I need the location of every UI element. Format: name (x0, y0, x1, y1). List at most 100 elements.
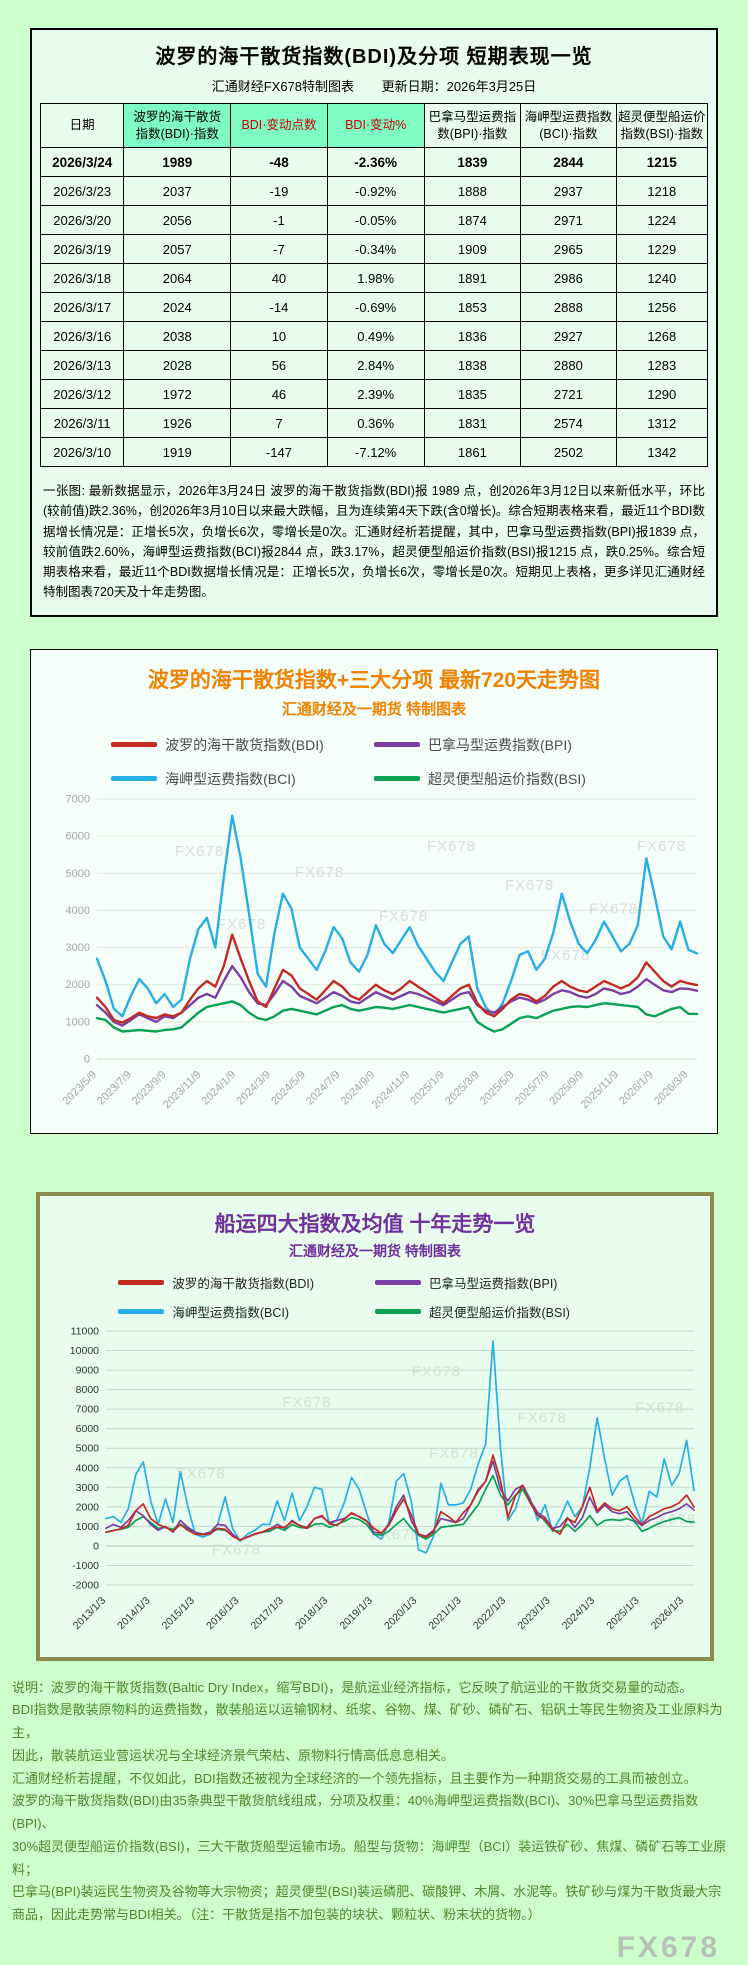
legend-item: 巴拿马型运费指数(BPI) (374, 735, 637, 755)
legend-item: 超灵便型船运价指数(BSI) (374, 769, 637, 789)
col-header: 超灵便型船运价 指数(BSI)·指数 (615, 103, 709, 148)
svg-text:11000: 11000 (71, 1325, 100, 1337)
table-cell: 1.98% (326, 263, 425, 293)
fx678-watermark: FX678 (616, 1930, 720, 1964)
chart-720d-legend: 波罗的海干散货指数(BDI) 巴拿马型运费指数(BPI) 海岬型运费指数(BCI) 超… (111, 735, 637, 789)
table-cell: -0.34% (326, 234, 425, 264)
svg-text:2013/1/3: 2013/1/3 (71, 1594, 108, 1631)
svg-text:2014/1/3: 2014/1/3 (115, 1594, 152, 1631)
table-cell: 1290 (615, 379, 709, 409)
table-cell: 2937 (520, 176, 617, 206)
table-cell: 46 (230, 379, 328, 409)
table-cell: 2026/3/19 (39, 234, 125, 264)
table-cell: -7 (230, 234, 328, 264)
table-cell: 1215 (615, 147, 709, 177)
svg-text:5000: 5000 (76, 1442, 100, 1454)
table-cell: 1229 (615, 234, 709, 264)
svg-text:2025/5/9: 2025/5/9 (478, 1068, 517, 1107)
legend-label: 巴拿马型运费指数(BPI) (428, 736, 572, 753)
table-cell: 2721 (520, 379, 617, 409)
page-title: 波罗的海干散货指数(BDI)及分项 短期表现一览 (155, 46, 593, 68)
svg-text:2026/1/9: 2026/1/9 (617, 1068, 656, 1107)
table-cell: 2028 (123, 350, 232, 380)
svg-text:FX678: FX678 (541, 947, 590, 964)
table-cell: 2026/3/23 (39, 176, 125, 206)
legend-line-icon (374, 1279, 421, 1285)
svg-text:FX678: FX678 (635, 1399, 684, 1416)
svg-text:2025/7/9: 2025/7/9 (513, 1068, 552, 1107)
footer-note-line: 说明：波罗的海干散货指数(Baltic Dry Index，缩写BDI)，是航运… (12, 1679, 693, 1695)
table-cell: 1888 (423, 176, 522, 206)
svg-text:3000: 3000 (66, 942, 90, 954)
table-cell: 2502 (520, 437, 617, 467)
chart-10y-title: 船运四大指数及均值 十年走势一览 (214, 1212, 536, 1236)
col-header: BDI·变动点数 (230, 103, 328, 148)
panel-subtitle: 汇通财经FX678特制图表 更新日期：2026年3月25日 (40, 76, 708, 95)
legend-label: 巴拿马型运费指数(BPI) (428, 1276, 558, 1291)
table-cell: -0.69% (326, 292, 425, 322)
legend-label: 超灵便型船运价指数(BSI) (428, 1305, 570, 1320)
table-cell: 1919 (123, 437, 232, 467)
table-row: 2026/3/10 1919 -147 -7.12% 1861 2502 1342 (39, 437, 709, 467)
table-cell: -14 (230, 292, 328, 322)
table-cell: -147 (230, 437, 328, 467)
table-row: 2026/3/12 1972 46 2.39% 1835 2721 1290 (39, 379, 709, 409)
table-cell: 2.84% (326, 350, 425, 380)
table-row: 2026/3/19 2057 -7 -0.34% 1909 2965 1229 (39, 234, 709, 264)
bdi-table-head: 日期 波罗的海干散货 指数(BDI)·指数 BDI·变动点数 BDI·变动% 巴拿马型运费… (39, 103, 709, 148)
svg-text:FX678: FX678 (505, 877, 554, 894)
svg-text:2017/1/3: 2017/1/3 (249, 1594, 286, 1631)
svg-text:FX678: FX678 (217, 916, 266, 933)
trend-720d-panel: 波罗的海干散货指数+三大分项 最新720天走势图 汇通财经及一期货 特制图表 波… (30, 648, 718, 1134)
legend-line-icon (374, 1308, 421, 1314)
svg-text:FX678: FX678 (427, 838, 476, 855)
col-header: 波罗的海干散货 指数(BDI)·指数 (123, 103, 232, 148)
legend-line-icon (118, 1279, 165, 1285)
legend-line-icon (374, 742, 420, 747)
svg-text:FX678: FX678 (589, 900, 638, 917)
col-header: 日期 (39, 103, 125, 148)
table-cell: 1224 (615, 205, 709, 235)
table-cell: -19 (230, 176, 328, 206)
table-cell: -1 (230, 205, 328, 235)
col-header: 巴拿马型运费指 数(BPI)·指数 (423, 103, 522, 148)
legend-label: 波罗的海干散货指数(BDI) (172, 1276, 315, 1291)
footer-notes: 说明：波罗的海干散货指数(Baltic Dry Index，缩写BDI)，是航运… (12, 1677, 738, 1927)
svg-text:5000: 5000 (66, 867, 90, 879)
svg-text:2022/1/3: 2022/1/3 (471, 1594, 508, 1631)
table-cell: 2026/3/11 (39, 408, 125, 438)
svg-text:2015/1/3: 2015/1/3 (160, 1594, 197, 1631)
legend-item: 海岬型运费指数(BCI) (118, 1302, 375, 1321)
table-cell: 1891 (423, 263, 522, 293)
svg-text:2024/1/9: 2024/1/9 (200, 1068, 239, 1107)
table-cell: 1909 (423, 234, 522, 264)
table-row: 2026/3/17 2024 -14 -0.69% 1853 2888 1256 (39, 292, 709, 322)
table-cell: 2880 (520, 350, 617, 380)
svg-text:7000: 7000 (76, 1403, 100, 1415)
svg-text:8000: 8000 (76, 1384, 100, 1396)
svg-text:2020/1/3: 2020/1/3 (382, 1594, 419, 1631)
chart-720d-subtitle: 汇通财经及一期货 特制图表 (281, 700, 467, 718)
source-label: 汇通财经FX678特制图表 (211, 79, 355, 94)
legend-item: 巴拿马型运费指数(BPI) (374, 1273, 632, 1292)
svg-text:FX678: FX678 (282, 1394, 331, 1411)
legend-label: 波罗的海干散货指数(BDI) (165, 736, 324, 753)
table-cell: 7 (230, 408, 328, 438)
svg-text:FX678: FX678 (379, 908, 428, 925)
svg-text:2025/3/9: 2025/3/9 (443, 1068, 482, 1107)
svg-text:6000: 6000 (66, 830, 90, 842)
table-cell: 2.39% (326, 379, 425, 409)
svg-text:FX678: FX678 (295, 864, 344, 881)
table-cell: 1240 (615, 263, 709, 293)
table-cell: 2026/3/20 (39, 205, 125, 235)
table-cell: 2927 (520, 321, 617, 351)
table-cell: 2026/3/12 (39, 379, 125, 409)
table-cell: 1926 (123, 408, 232, 438)
table-cell: 1342 (615, 437, 709, 467)
table-cell: 2064 (123, 263, 232, 293)
table-cell: 2574 (520, 408, 617, 438)
table-cell: -48 (230, 147, 328, 177)
svg-text:3000: 3000 (76, 1481, 100, 1493)
table-cell: 1312 (615, 408, 709, 438)
footer-note-line: 巴拿马(BPI)装运民生物资及谷物等大宗物资；超灵便型(BSI)装运磷肥、碳酸钾… (12, 1884, 722, 1900)
